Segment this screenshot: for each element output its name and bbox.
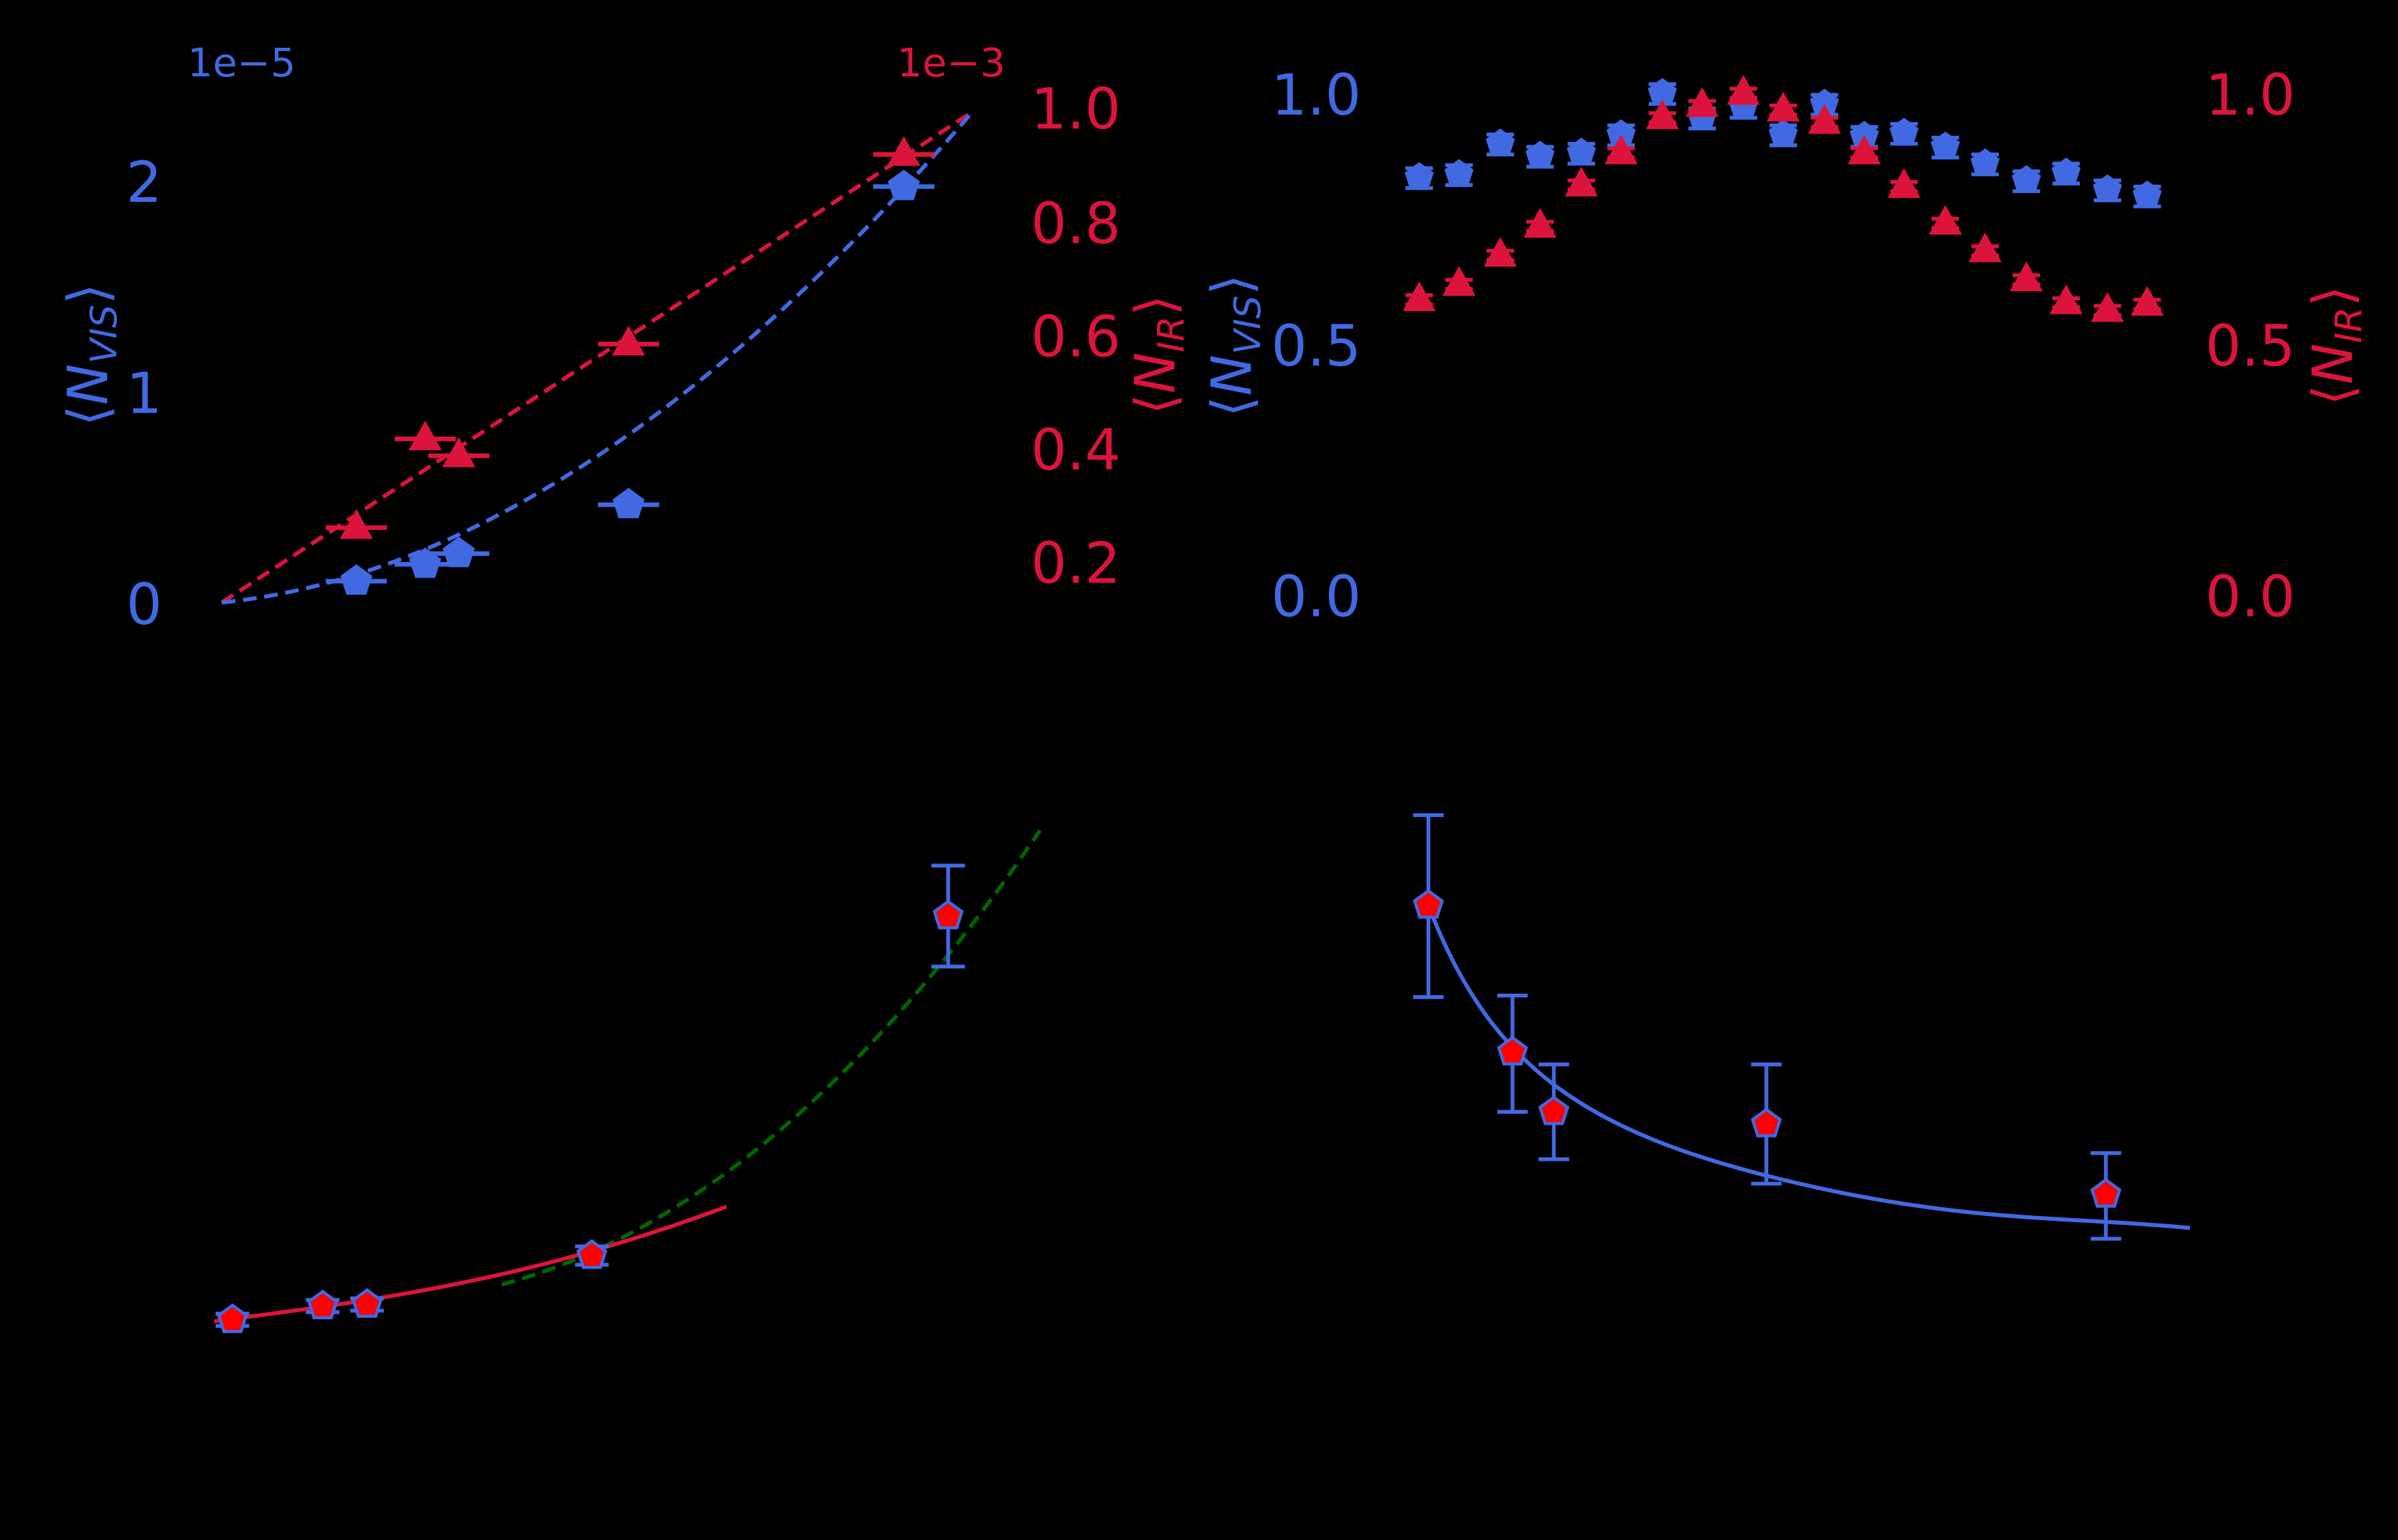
tick-label: 0 bbox=[126, 572, 162, 638]
data-marker-pentagon bbox=[2090, 1178, 2122, 1208]
vis-marker-pentagon bbox=[2051, 157, 2081, 186]
vis-marker-pentagon bbox=[612, 488, 645, 518]
ir-marker-triangle bbox=[887, 136, 921, 166]
tick-label: 1.0 bbox=[1271, 62, 1361, 128]
ir-marker-triangle bbox=[1685, 87, 1719, 117]
vis-marker-pentagon bbox=[1606, 119, 1636, 147]
vis-marker-pentagon bbox=[2011, 165, 2041, 193]
vis-marker-pentagon bbox=[2092, 174, 2122, 203]
vis-marker-pentagon bbox=[1444, 159, 1474, 187]
left-axis-tick-labels: 1.0 0.5 0.0 bbox=[1271, 62, 1361, 630]
vis-marker-pentagon bbox=[1648, 78, 1678, 106]
ir-marker-triangle bbox=[1766, 91, 1800, 122]
panel-bottom-right bbox=[1412, 813, 2191, 1241]
vis-marker-pentagon bbox=[442, 537, 476, 567]
ir-marker-triangle bbox=[1887, 168, 1921, 198]
tick-label: 1 bbox=[126, 360, 162, 426]
ir-marker-triangle bbox=[1968, 232, 2002, 263]
ir-marker-triangle bbox=[2131, 286, 2164, 316]
ir-marker-triangle bbox=[1808, 104, 1841, 134]
tick-label: 0.0 bbox=[2206, 564, 2296, 630]
vis-marker-pentagon bbox=[1566, 137, 1596, 166]
high-range-fit-line bbox=[501, 829, 1042, 1287]
tick-label: 1.0 bbox=[2206, 62, 2296, 128]
ir-marker-triangle bbox=[1523, 207, 1557, 238]
right-axis-label-nir: ⟨NIR⟩ bbox=[2302, 285, 2370, 406]
tick-label: 2 bbox=[126, 149, 162, 216]
vis-marker-pentagon bbox=[340, 564, 372, 595]
tick-label: 0.4 bbox=[1031, 417, 1121, 483]
ir-marker-triangle bbox=[2010, 261, 2043, 292]
ir-marker-triangle bbox=[1929, 205, 1962, 235]
data-marker-pentagon bbox=[216, 1303, 248, 1333]
ir-marker-triangle bbox=[408, 420, 442, 451]
tick-label: 0.6 bbox=[1031, 303, 1121, 370]
ir-marker-triangle bbox=[2090, 292, 2124, 322]
left-axis-offset-label: 1e−5 bbox=[188, 40, 296, 86]
data-marker-pentagon bbox=[1538, 1095, 1570, 1125]
vis-marker-pentagon bbox=[2133, 180, 2162, 209]
data-marker-pentagon bbox=[1497, 1035, 1528, 1066]
right-axis-tick-labels: 1.0 0.8 0.6 0.4 0.2 bbox=[1031, 76, 1121, 596]
ir-marker-triangle bbox=[340, 509, 373, 539]
decay-fit-line bbox=[1427, 904, 2191, 1230]
data-marker-pentagon bbox=[1412, 889, 1444, 919]
data-marker-pentagon bbox=[307, 1289, 338, 1320]
vis-marker-pentagon bbox=[1768, 119, 1798, 147]
ir-marker-triangle bbox=[1483, 237, 1517, 267]
vis-marker-pentagon bbox=[888, 169, 920, 201]
data-marker-pentagon bbox=[576, 1239, 608, 1269]
ir-marker-triangle bbox=[2049, 284, 2083, 314]
vis-marker-pentagon bbox=[1405, 162, 1434, 190]
tick-label: 0.5 bbox=[2206, 313, 2296, 379]
data-points bbox=[216, 863, 965, 1333]
ir-marker-triangle bbox=[1646, 99, 1679, 130]
right-axis-tick-labels: 1.0 0.5 0.0 bbox=[2206, 62, 2296, 630]
low-range-fit-line bbox=[214, 1204, 727, 1324]
panel-top-right: 1.00.50.0 1.00.50.0 ⟨NVIS⟩ ⟨NIR⟩ bbox=[1201, 62, 2370, 630]
ir-marker-triangle bbox=[442, 437, 476, 467]
tick-label: 1.0 bbox=[1031, 76, 1121, 142]
ir-marker-triangle bbox=[1403, 281, 1436, 312]
ir-marker-triangle bbox=[1564, 166, 1598, 197]
vis-marker-pentagon bbox=[1525, 140, 1555, 168]
data-marker-pentagon bbox=[933, 900, 964, 930]
left-axis-tick-labels: 2 1 0 bbox=[126, 149, 162, 638]
vis-marker-pentagon bbox=[1889, 117, 1919, 146]
tick-label: 0.8 bbox=[1031, 191, 1121, 257]
panel-bottom-left bbox=[214, 829, 1042, 1333]
right-axis-label-nir: ⟨NIR⟩ bbox=[1124, 295, 1193, 415]
ir-marker-triangle bbox=[1442, 266, 1476, 296]
tick-label: 0.0 bbox=[1271, 564, 1361, 630]
data-marker-pentagon bbox=[351, 1288, 383, 1318]
ir-marker-triangle bbox=[612, 325, 645, 356]
right-axis-offset-label: 1e−3 bbox=[897, 40, 1006, 86]
data-points bbox=[325, 136, 935, 595]
vis-marker-pentagon bbox=[1931, 131, 1960, 160]
data-points bbox=[1403, 74, 2164, 322]
vis-marker-pentagon bbox=[1810, 89, 1839, 117]
tick-label: 0.5 bbox=[1271, 313, 1361, 379]
data-points bbox=[1412, 813, 2122, 1241]
vis-marker-pentagon bbox=[1970, 148, 2000, 177]
ir-marker-triangle bbox=[1605, 134, 1638, 164]
vis-marker-pentagon bbox=[1485, 128, 1515, 156]
tick-label: 0.2 bbox=[1031, 530, 1121, 596]
panel-top-left: 1e−5 1e−3 210 1.00.80.60.40.2 ⟨NVIS⟩ ⟨NI… bbox=[57, 40, 1193, 638]
ir-marker-triangle bbox=[1847, 134, 1881, 164]
ir-marker-triangle bbox=[1727, 74, 1760, 105]
data-marker-pentagon bbox=[1751, 1108, 1782, 1138]
